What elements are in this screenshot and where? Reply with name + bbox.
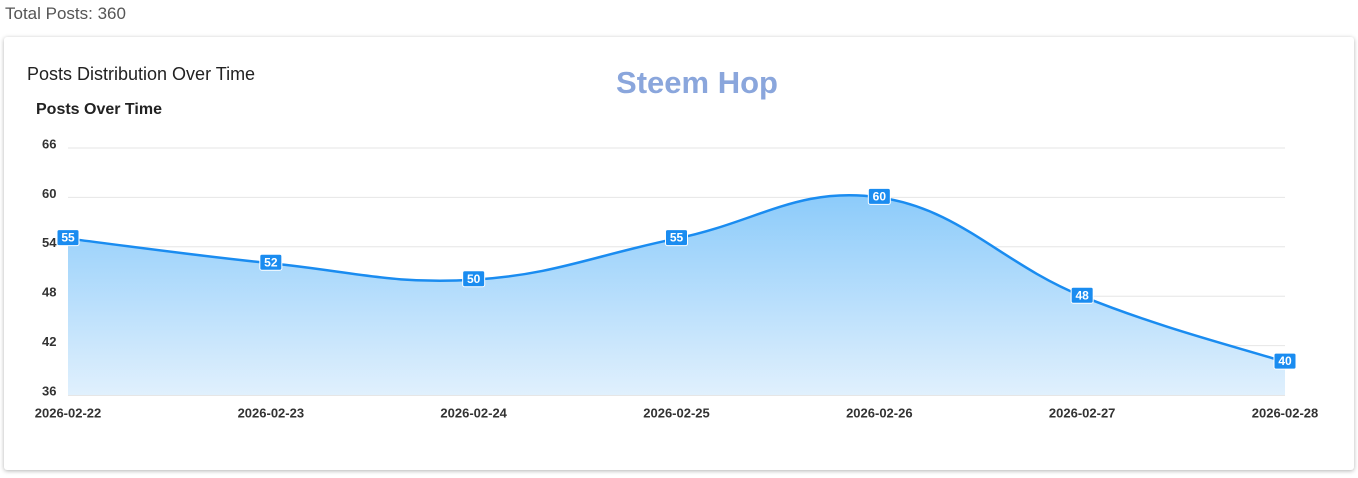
y-tick-label: 60 — [42, 186, 56, 201]
data-label-box — [867, 187, 891, 205]
data-label-box — [665, 229, 688, 247]
data-label: 60 — [873, 190, 887, 204]
data-label-box — [1070, 286, 1094, 304]
x-tick-label: 2026-02-24 — [440, 405, 507, 420]
y-tick-label: 66 — [42, 136, 56, 151]
x-tick-label: 2026-02-27 — [1049, 405, 1116, 420]
y-tick-label: 54 — [42, 235, 57, 250]
data-label: 55 — [670, 231, 684, 245]
data-label: 40 — [1278, 354, 1292, 368]
card-title: Posts Distribution Over Time — [27, 64, 255, 84]
x-tick-label: 2026-02-23 — [238, 405, 305, 420]
x-tick-label: 2026-02-26 — [846, 405, 913, 420]
watermark: Steem Hop — [616, 65, 778, 100]
total-posts: Total Posts: 360 — [5, 4, 126, 23]
data-label: 48 — [1075, 288, 1089, 302]
x-tick-label: 2026-02-22 — [35, 405, 102, 420]
x-tick-label: 2026-02-25 — [643, 405, 710, 420]
x-tick-label: 2026-02-28 — [1252, 405, 1319, 420]
area — [68, 195, 1285, 395]
data-label: 55 — [61, 231, 75, 245]
data-label-box — [462, 270, 486, 288]
data-label-box — [56, 229, 80, 247]
y-tick-label: 36 — [42, 383, 56, 398]
y-tick-label: 48 — [42, 285, 56, 300]
data-label: 52 — [264, 255, 278, 269]
chart-title: Posts Over Time — [36, 101, 162, 118]
data-label-box — [259, 253, 283, 271]
data-label-box — [1273, 352, 1297, 370]
y-tick-label: 42 — [42, 334, 56, 349]
data-label: 50 — [467, 272, 481, 286]
